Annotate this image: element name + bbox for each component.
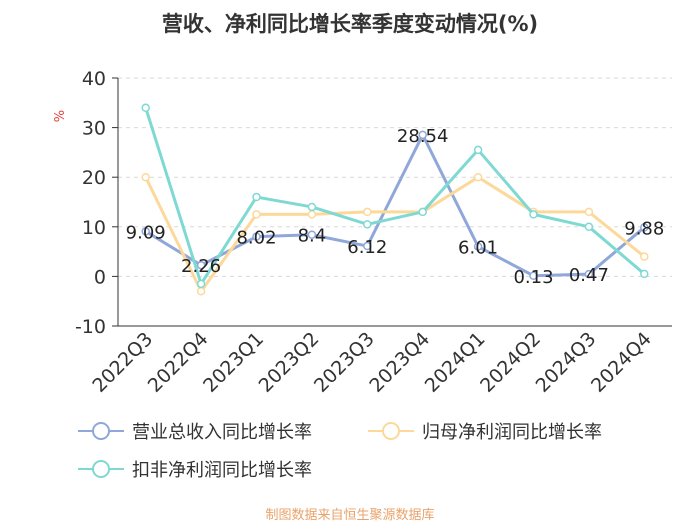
legend-item-deducted-profit[interactable]: 扣非净利润同比增长率 (78, 456, 312, 482)
data-label: 8.02 (236, 228, 276, 249)
data-label: 6.12 (347, 237, 387, 258)
series-line (144, 107, 646, 286)
data-label: 9.09 (126, 222, 166, 243)
legend-marker-icon (78, 460, 124, 478)
x-tick-label: 2023Q4 (365, 328, 434, 397)
data-point (196, 279, 206, 289)
data-point (363, 241, 372, 251)
y-tick-label: -10 (75, 316, 106, 338)
data-point (640, 252, 649, 261)
data-label: 8.4 (298, 226, 327, 247)
data-point (473, 172, 483, 182)
data-point (640, 269, 649, 279)
data-source: 制图数据来自恒生聚源数据库 (265, 508, 435, 523)
y-axis-label: % (53, 110, 68, 122)
x-tick-label: 2023Q2 (255, 328, 324, 397)
data-point (418, 207, 427, 217)
data-label: 2.26 (181, 256, 221, 277)
data-point (418, 130, 427, 140)
data-point (473, 145, 483, 155)
data-point (196, 260, 206, 270)
legend-item-revenue[interactable]: 营业总收入同比增长率 (78, 418, 312, 444)
legend-label: 扣非净利润同比增长率 (132, 460, 312, 481)
x-tick-label: 2023Q1 (199, 328, 268, 397)
series-lines (141, 103, 649, 296)
data-point (584, 207, 594, 217)
data-point (252, 232, 261, 241)
data-point (640, 223, 649, 232)
data-point (584, 222, 594, 232)
x-tick-label: 2022Q3 (88, 328, 157, 397)
data-point (584, 269, 594, 279)
y-tick-label: 0 (94, 266, 106, 288)
data-label: 0.13 (513, 267, 553, 288)
x-tick-label: 2024Q1 (421, 328, 490, 397)
legend-label: 营业总收入同比增长率 (132, 422, 312, 443)
data-point (141, 172, 150, 182)
legend-label: 归母净利润同比增长率 (422, 422, 602, 443)
x-tick-label: 2024Q4 (587, 328, 656, 397)
data-label: 9.88 (624, 218, 664, 239)
x-tick-label: 2023Q3 (310, 328, 379, 397)
data-point (529, 210, 538, 219)
data-point (141, 103, 150, 113)
legend-marker-icon (78, 422, 124, 440)
data-point (307, 202, 317, 212)
data-point (141, 227, 150, 236)
x-tick-label: 2022Q4 (144, 328, 213, 397)
data-label: 28.54 (397, 126, 449, 147)
x-tick-label: 2024Q3 (532, 328, 601, 397)
data-point (307, 230, 317, 239)
data-point (363, 220, 372, 229)
data-point (196, 287, 206, 296)
y-tick-label: 30 (82, 118, 106, 140)
data-point (473, 242, 483, 251)
data-point (363, 207, 372, 217)
data-labels: 9.09 2.26 8.02 8.4 6.12 28.54 6.01 0.13 0.47 9.88 (126, 126, 665, 288)
data-point (529, 271, 538, 281)
data-point (252, 210, 261, 219)
legend-marker-icon (368, 422, 414, 440)
data-point (307, 210, 317, 219)
series-line (144, 175, 646, 293)
legend-item-net-profit[interactable]: 归母净利润同比增长率 (368, 418, 602, 444)
x-tick-label: 2024Q2 (476, 328, 545, 397)
y-tick-label: 20 (82, 167, 106, 189)
data-point (252, 192, 261, 202)
data-label: 0.47 (569, 265, 609, 286)
chart-title: 营收、净利同比增长率季度变动情况(%) (161, 12, 539, 36)
y-tick-label: 10 (82, 217, 106, 239)
y-tick-label: 40 (82, 68, 106, 90)
data-label: 6.01 (458, 238, 498, 259)
